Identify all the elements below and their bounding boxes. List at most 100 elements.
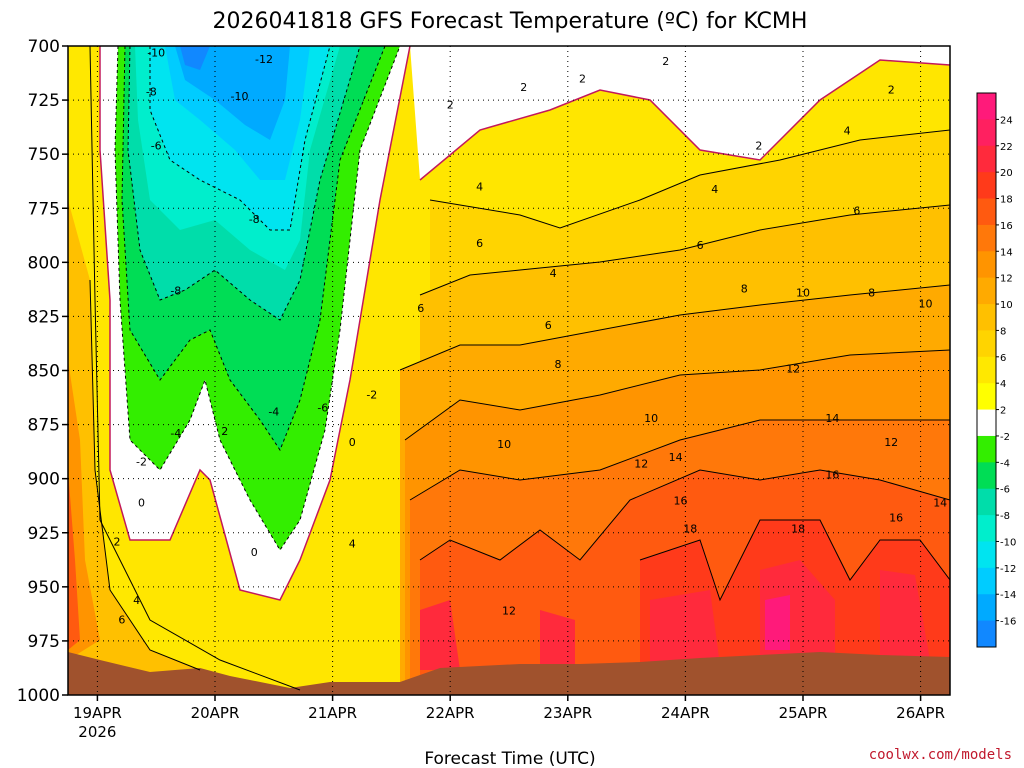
colorbar-swatch xyxy=(977,119,996,147)
y-tick-label: 925 xyxy=(28,524,60,544)
x-tick-label: 23APR xyxy=(543,704,592,722)
y-tick-label: 800 xyxy=(28,253,60,273)
colorbar-label: 6 xyxy=(1000,353,1006,364)
contour-label: 2 xyxy=(755,140,762,153)
contour-label: -10 xyxy=(147,46,165,59)
plot-area: -10 -12-8 -10-6-8-8-4 2-2-4 -6-2002460422224… xyxy=(68,46,950,695)
y-tick-label: 775 xyxy=(28,199,60,219)
band-20-b xyxy=(540,610,575,670)
contour-label: 18 xyxy=(791,522,805,535)
colorbar-swatch xyxy=(977,172,996,200)
colorbar-swatch xyxy=(977,383,996,411)
contour-label: 8 xyxy=(868,287,875,300)
gridlines xyxy=(68,46,950,695)
x-tick-label: 21APR xyxy=(308,704,357,722)
credit-link[interactable]: coolwx.com/models xyxy=(869,747,1012,763)
contour-label: 6 xyxy=(417,302,424,315)
contour-label: 8 xyxy=(741,282,748,295)
colorbar-swatch xyxy=(977,594,996,622)
contour-label: 18 xyxy=(683,522,697,535)
contour-label: 0 xyxy=(138,496,145,509)
colorbar-swatch xyxy=(977,462,996,490)
colorbar-label: -12 xyxy=(1000,564,1016,575)
dashed-contours xyxy=(114,46,401,551)
band-16-left xyxy=(68,470,80,650)
contour-label: -12 xyxy=(255,53,273,66)
colorbar-label: 2 xyxy=(1000,406,1006,417)
contour-label: 2 xyxy=(579,72,586,85)
band-20-a xyxy=(420,600,460,670)
contour-label: 0 xyxy=(349,436,356,449)
y-tick-label: 700 xyxy=(28,37,60,57)
contour-label: -2 xyxy=(136,455,147,468)
contour-label: -4 xyxy=(268,406,279,419)
contour-label: 6 xyxy=(118,613,125,626)
contour-label: 14 xyxy=(933,496,947,509)
zero-contours xyxy=(99,46,950,601)
x-tick-label: 26APR xyxy=(896,704,945,722)
colorbar-label: 24 xyxy=(1000,115,1013,126)
contour-label: 6 xyxy=(853,204,860,217)
contour-label: -2 xyxy=(366,388,377,401)
colorbar-label: -10 xyxy=(1000,537,1016,548)
contour-label: 2 xyxy=(114,535,121,548)
colorbar-swatch xyxy=(977,330,996,358)
colorbar-swatch xyxy=(977,93,996,120)
contour-label: 2 xyxy=(520,81,527,94)
x-axis-label: Forecast Time (UTC) xyxy=(424,749,595,768)
band-8-left xyxy=(68,200,200,690)
colorbar-swatch xyxy=(977,567,996,595)
contour-label: 12 xyxy=(502,605,516,618)
contour-label: 12 xyxy=(884,436,898,449)
colorbar-swatch xyxy=(977,224,996,252)
contour-label: 10 xyxy=(919,297,933,310)
x-tick-sublabel: 2026 xyxy=(78,723,116,741)
colorbar-swatch xyxy=(977,304,996,331)
colorbar-label: 14 xyxy=(1000,247,1013,258)
colorbar-label: -14 xyxy=(1000,590,1016,601)
contour-label: 4 xyxy=(349,538,356,551)
chart-title: 2026041818 GFS Forecast Temperature (ºC)… xyxy=(213,9,808,34)
y-tick-label: 750 xyxy=(28,145,60,165)
colorbar-label: 16 xyxy=(1000,221,1013,232)
contour-label: 16 xyxy=(674,494,688,507)
colorbar-label: -4 xyxy=(1000,458,1010,469)
x-tick-label: 20APR xyxy=(191,704,240,722)
contour-label: 4 xyxy=(476,181,483,194)
colorbar-label: 20 xyxy=(1000,168,1013,179)
colorbar-label: -16 xyxy=(1000,617,1016,628)
contour-label: 14 xyxy=(669,451,683,464)
contour-label: -8 xyxy=(170,284,181,297)
contour-label: 0 xyxy=(251,546,258,559)
x-tick-label: 24APR xyxy=(661,704,710,722)
colorbar-label: -8 xyxy=(1000,511,1010,522)
colorbar-label: 10 xyxy=(1000,300,1013,311)
x-tick-label: 22APR xyxy=(426,704,475,722)
colorbar-swatch xyxy=(977,515,996,542)
contour-labels: -10 -12-8 -10-6-8-8-4 2-2-4 -6-2002460422224… xyxy=(114,46,948,626)
blue-1 xyxy=(175,46,290,140)
colorbar-swatch xyxy=(977,277,996,305)
contour-label: 6 xyxy=(697,239,704,252)
colorbar-frame xyxy=(976,92,997,648)
colorbar-label: 18 xyxy=(1000,195,1013,206)
contour-label: 2 xyxy=(662,55,669,68)
y-tick-label: 1000 xyxy=(17,686,60,706)
band-20-e xyxy=(880,570,930,660)
colorbar-label: -6 xyxy=(1000,485,1010,496)
contour-label: 2 xyxy=(447,98,454,111)
y-tick-label: 975 xyxy=(28,632,60,652)
contour-label: 16 xyxy=(889,512,903,525)
colorbar: 24 22 20 18 16 14 12 10 8 6 4 2 -2 -4 -6 -8 -10 -12 -14 -16 xyxy=(976,92,1016,648)
contour-label: -6 xyxy=(317,401,328,414)
y-axis: 700 725 750 775 800 825 850 875 900 925 950 975 1000 xyxy=(17,37,68,706)
colorbar-swatch xyxy=(977,251,996,279)
white-zone-top xyxy=(410,46,950,180)
colorbar-swatch xyxy=(977,356,996,384)
contour-label: 4 xyxy=(133,594,140,607)
contour-label: 10 xyxy=(796,287,810,300)
colorbar-label: 22 xyxy=(1000,142,1013,153)
colorbar-swatch xyxy=(977,409,996,437)
